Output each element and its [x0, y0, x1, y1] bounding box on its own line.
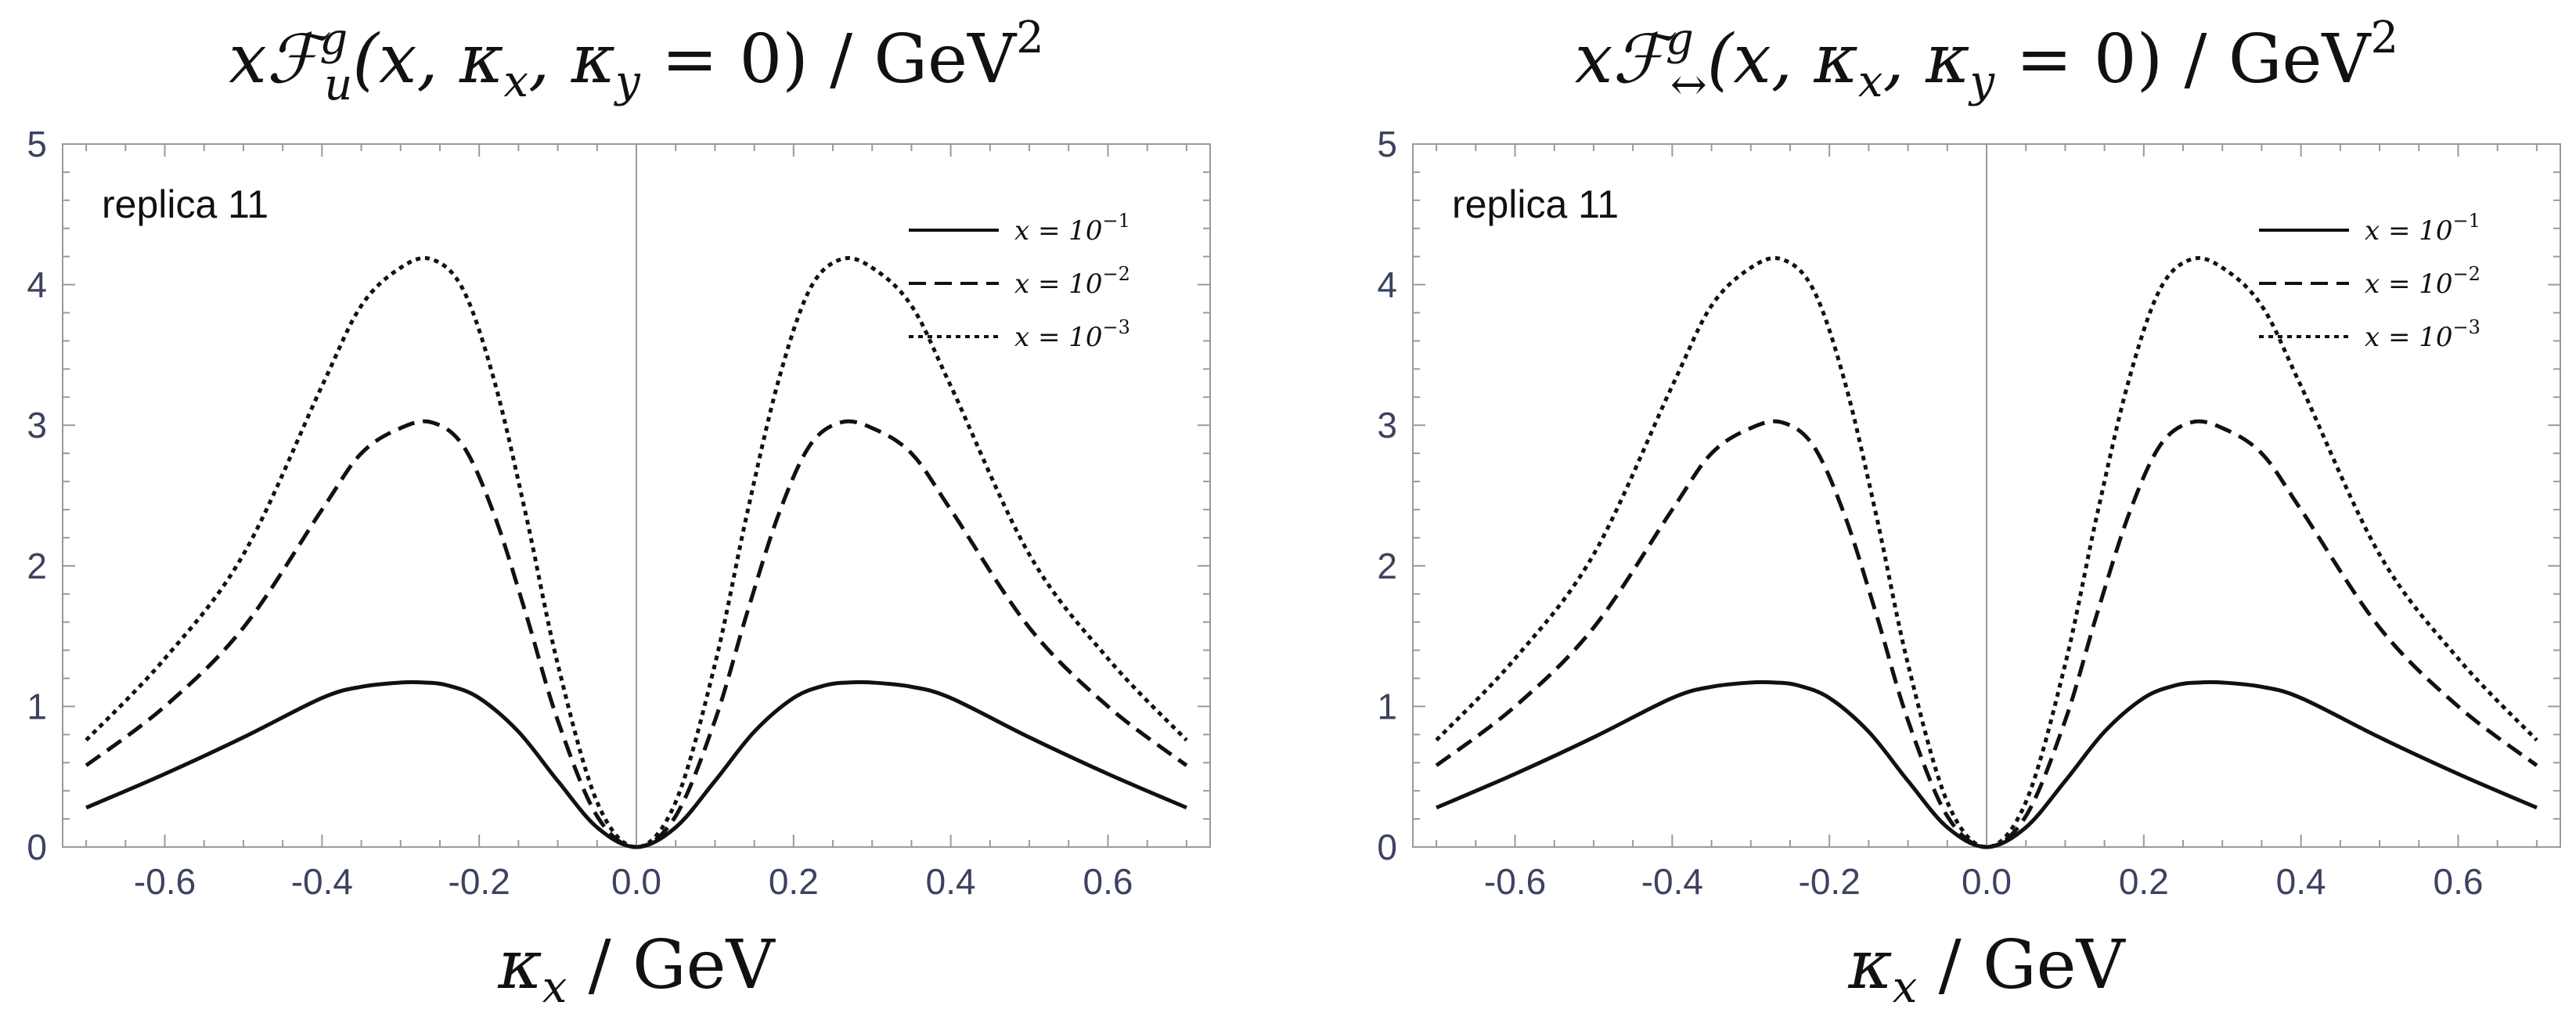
x-tick-label: -0.6: [1484, 861, 1546, 902]
legend-entry: x = 10−3: [2365, 316, 2481, 353]
x-tick-label: 0.4: [926, 861, 976, 902]
y-tick-label: 1: [1377, 686, 1397, 726]
series-line-dashed: [85, 419, 1188, 849]
x-tick-label: 0.0: [1962, 861, 2012, 902]
x-tick-label: -0.4: [291, 861, 353, 902]
chart-panel-left: -0.6 -0.4 -0.2 0.0 0.2 0.4 0.6 0 1 2 3 4 5 xℱg u(x, κx…: [27, 13, 1211, 1013]
x-tick-label: -0.4: [1641, 861, 1703, 902]
x-tick-label: 0.0: [611, 861, 661, 902]
series-line-dotted: [1435, 256, 2538, 849]
x-tick-label: 0.4: [2276, 861, 2326, 902]
y-tick-label: 2: [27, 546, 47, 586]
replica-annotation: replica 11: [102, 182, 268, 226]
legend-entry: x = 10−1: [2365, 210, 2481, 247]
y-tick-label: 0: [1377, 827, 1397, 867]
y-tick-label: 4: [27, 265, 47, 305]
x-tick-label: -0.6: [134, 861, 196, 902]
y-tick-label: 0: [27, 827, 47, 867]
series-line-dotted: [85, 256, 1188, 849]
y-tick-label: 2: [1377, 546, 1397, 586]
legend-entry: x = 10−1: [1014, 210, 1130, 247]
y-tick-label: 4: [1377, 265, 1397, 305]
legend-entry: x = 10−2: [2365, 263, 2481, 300]
y-tick-label: 3: [27, 405, 47, 445]
x-tick-label: -0.2: [1799, 861, 1861, 902]
legend-entry: x = 10−2: [1014, 263, 1130, 300]
x-tick-label: 0.6: [2433, 861, 2483, 902]
replica-annotation: replica 11: [1452, 182, 1619, 226]
x-axis-label: κx / GeV: [497, 926, 776, 1013]
chart-title: xℱg u(x, κx, κy = 0) / GeV2: [229, 13, 1044, 110]
y-tick-label: 5: [1377, 124, 1397, 164]
x-tick-label: 0.6: [1083, 861, 1133, 902]
y-tick-label: 1: [27, 686, 47, 726]
chart-panel-right: -0.6 -0.4 -0.2 0.0 0.2 0.4 0.6 0 1 2 3 4 5 xℱg ↔(x, κx…: [1377, 13, 2561, 1013]
x-tick-label: 0.2: [769, 861, 819, 902]
legend-entry: x = 10−3: [1014, 316, 1130, 353]
series-line-dashed: [1435, 419, 2538, 849]
x-axis-label: κx / GeV: [1847, 926, 2126, 1013]
x-tick-label: 0.2: [2119, 861, 2169, 902]
y-tick-label: 5: [27, 124, 47, 164]
chart-title: xℱg ↔(x, κx, κy = 0) / GeV2: [1575, 13, 2398, 110]
y-tick-label: 3: [1377, 405, 1397, 445]
x-tick-label: -0.2: [449, 861, 510, 902]
